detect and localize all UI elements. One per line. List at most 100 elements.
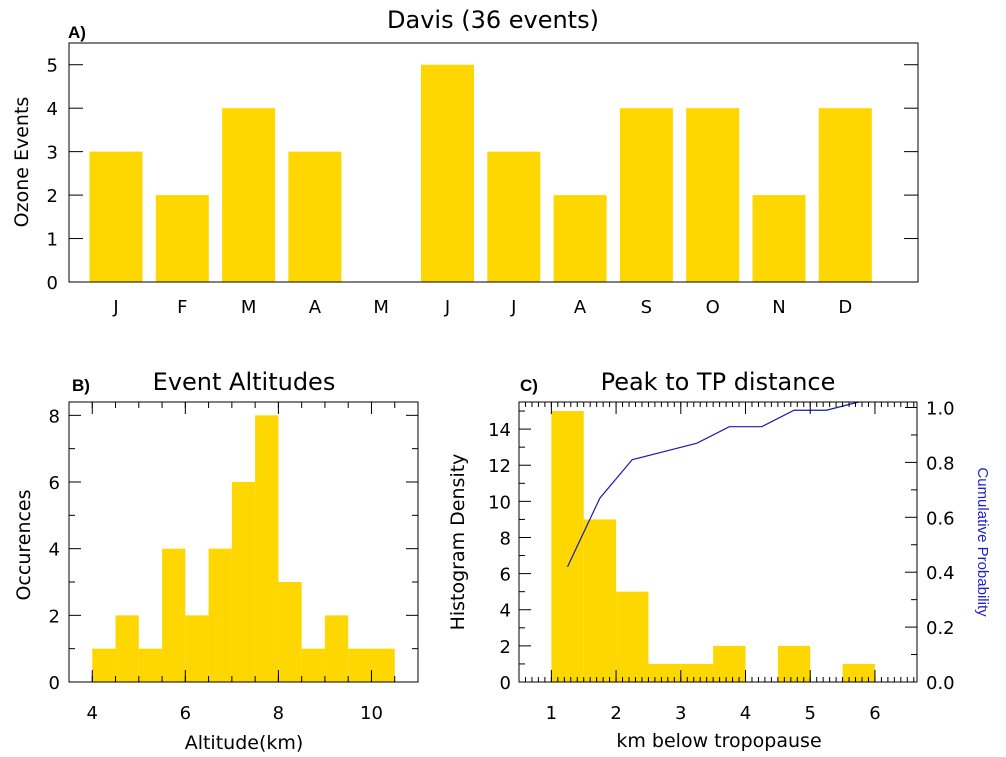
ytick-c-2: 4 [500, 601, 511, 622]
ytick-c-5: 10 [488, 492, 511, 513]
xtick-a-8: S [641, 297, 652, 318]
bar-a-3 [288, 151, 342, 282]
bar-a-7 [553, 195, 607, 282]
bar-b-10 [324, 615, 349, 682]
xtick-c-2: 3 [675, 703, 686, 724]
xtick-c-5: 6 [869, 703, 880, 724]
ytick-c-6: 12 [488, 456, 511, 477]
xtick-a-0: J [112, 297, 118, 318]
bar-a-2 [222, 108, 276, 282]
bar-c-2 [616, 591, 649, 682]
xtick-a-6: J [510, 297, 516, 318]
ytick-b-3: 6 [49, 473, 60, 494]
xtick-b-3: 10 [360, 703, 383, 724]
bar-b-2 [138, 648, 163, 682]
bar-a-9 [686, 108, 740, 282]
xtick-a-5: J [444, 297, 450, 318]
panel-b-tag: B) [72, 376, 90, 395]
y2tick-c-0: 0.0 [926, 673, 955, 694]
bar-c-1 [583, 519, 617, 682]
y2tick-c-1: 0.2 [926, 618, 955, 639]
ytick-c-1: 2 [500, 637, 511, 658]
ytick-c-4: 8 [500, 528, 511, 549]
y2tick-c-2: 0.4 [926, 563, 955, 584]
panel-c-tag: C) [520, 376, 538, 395]
xtick-a-10: N [772, 297, 785, 318]
panel-b-xlabel: Altitude(km) [185, 732, 304, 754]
ytick-a-2: 2 [47, 186, 58, 207]
panel-c-xlabel: km below tropopause [616, 730, 821, 752]
bar-b-3 [162, 548, 186, 682]
bar-c-3 [648, 663, 681, 682]
panel-a-title: Davis (36 events) [387, 6, 599, 34]
panel-c-y2label: Cumulative Probability [974, 467, 991, 617]
panel-c-bars [551, 411, 875, 683]
ytick-a-5: 5 [47, 56, 58, 77]
bar-c-5 [713, 645, 746, 682]
panel-a-ylabel: Ozone Events [11, 97, 33, 228]
xtick-a-9: O [706, 297, 720, 318]
panel-b-ticks: 4 6 8 10 0 2 4 6 8 [49, 402, 419, 724]
xtick-a-4: M [373, 297, 389, 318]
xtick-a-2: M [241, 297, 257, 318]
xtick-a-7: A [574, 297, 587, 318]
bar-b-9 [301, 648, 325, 682]
bar-a-11 [818, 108, 872, 282]
panel-a-ticks: J F M A M J J A S O N D 0 1 2 3 4 5 [47, 56, 918, 318]
xtick-c-0: 1 [546, 703, 557, 724]
panel-b-bars [92, 415, 395, 682]
bar-b-0 [92, 648, 116, 682]
bar-a-5 [421, 64, 474, 283]
xtick-a-1: F [177, 297, 187, 318]
panel-c-peak-tp: C) Peak to TP distance Histogram Density… [447, 368, 991, 752]
xtick-b-2: 8 [273, 703, 284, 724]
y2tick-c-3: 0.6 [926, 508, 955, 529]
ytick-a-4: 4 [47, 99, 58, 120]
bar-b-7 [255, 415, 279, 682]
bar-a-6 [487, 151, 541, 282]
bar-a-1 [155, 195, 209, 282]
ytick-a-0: 0 [47, 273, 58, 294]
bar-b-1 [115, 615, 139, 682]
panel-b-ylabel: Occurences [13, 489, 35, 600]
bar-b-11 [348, 648, 372, 682]
panel-a-bars [89, 64, 872, 283]
bar-b-5 [208, 548, 232, 682]
xtick-a-3: A [309, 297, 322, 318]
xtick-a-11: D [838, 297, 852, 318]
ytick-b-0: 0 [49, 673, 60, 694]
bar-b-8 [278, 582, 302, 682]
xtick-c-1: 2 [610, 703, 621, 724]
bar-b-12 [371, 648, 395, 682]
bar-b-6 [231, 482, 256, 682]
bar-c-7 [777, 645, 811, 682]
ytick-c-3: 6 [500, 565, 511, 586]
bar-a-8 [619, 108, 673, 282]
xtick-b-1: 6 [180, 703, 191, 724]
bar-c-4 [680, 663, 714, 682]
bar-b-4 [185, 615, 209, 682]
xtick-c-3: 4 [740, 703, 751, 724]
panel-c-title: Peak to TP distance [601, 368, 836, 396]
ytick-a-3: 3 [47, 143, 58, 164]
bar-c-9 [842, 663, 875, 682]
y2tick-c-4: 0.8 [926, 453, 955, 474]
panel-a-frame [68, 42, 919, 283]
panel-b-frame [68, 401, 419, 683]
ytick-b-2: 4 [49, 540, 60, 561]
bar-a-10 [752, 195, 806, 282]
xtick-c-4: 5 [804, 703, 815, 724]
ytick-c-7: 14 [488, 420, 511, 441]
ytick-b-4: 8 [49, 406, 60, 427]
panel-c-frame [518, 401, 918, 683]
panel-b-title: Event Altitudes [153, 368, 336, 396]
ytick-b-1: 2 [49, 606, 60, 627]
ytick-a-1: 1 [47, 230, 58, 251]
panel-b-altitudes: B) Event Altitudes Occurences Altitude(k… [13, 368, 419, 754]
panel-c-ylabel: Histogram Density [447, 454, 469, 631]
bar-a-0 [89, 151, 143, 282]
y2tick-c-5: 1.0 [926, 398, 955, 419]
